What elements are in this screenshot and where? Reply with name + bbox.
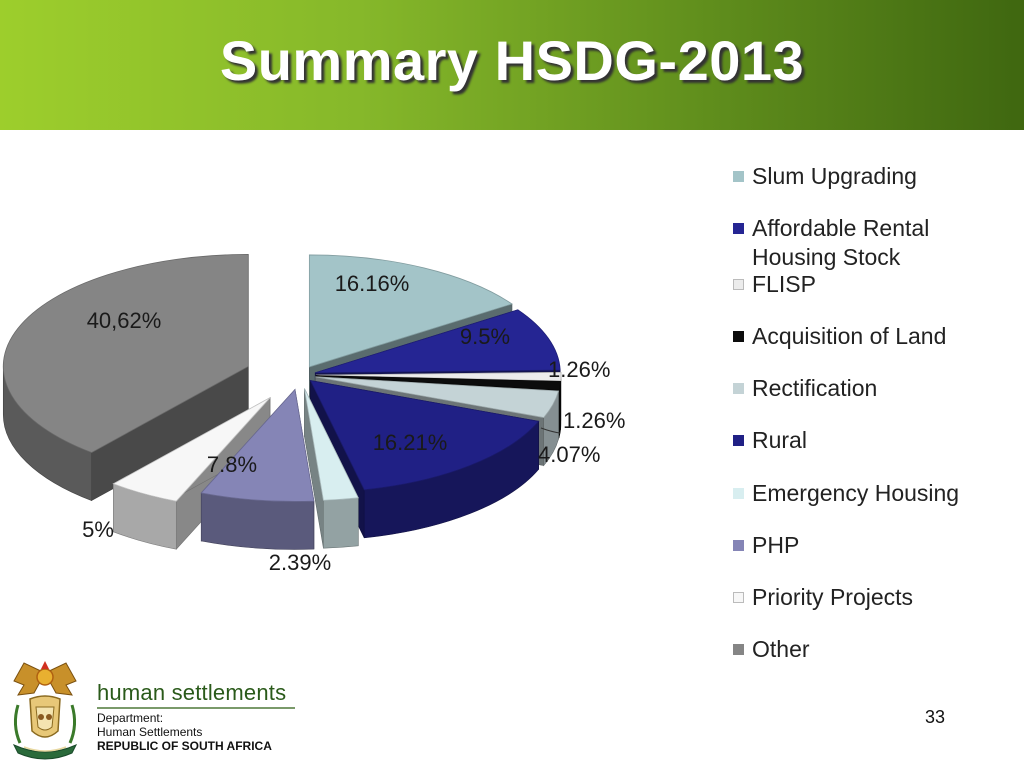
brand-divider [97, 707, 295, 709]
pie-data-label: 7.8% [207, 452, 257, 477]
pie-slice [309, 380, 540, 491]
pie-slice [308, 254, 513, 368]
pie-slice [112, 397, 271, 502]
legend-swatch [733, 435, 744, 446]
pie-data-label: 2.39% [269, 550, 331, 575]
legend-label: Rural [752, 427, 807, 453]
brand-name: human settlements [97, 680, 287, 705]
legend-swatch [733, 488, 744, 499]
pie-data-label: 40,62% [87, 308, 162, 333]
pie-slice-side [323, 497, 359, 549]
leader-line [540, 427, 561, 434]
pie-data-label: 5% [82, 517, 114, 542]
legend-label: PHP [752, 532, 800, 558]
legend-swatch [733, 592, 744, 603]
legend-label: Priority Projects [752, 584, 914, 610]
pie-data-label: 1.26% [548, 357, 610, 382]
legend-label: Slum Upgrading [752, 163, 917, 189]
pie-data-label: 16.21% [373, 430, 448, 455]
pie-data-label: 16.16% [335, 271, 410, 296]
title-bar [0, 0, 1024, 130]
legend-label: Other [752, 636, 810, 662]
page-number: 33 [925, 707, 946, 727]
pie-tops [2, 254, 562, 502]
pie-chart: 16.16% 9.5% 1.26% 1.26% 4.07% 16.21% 2.39% 7.8%… [2, 254, 625, 575]
pie-data-label: 1.26% [563, 408, 625, 433]
department-name: Human Settlements [97, 725, 203, 739]
slide-title: Summary HSDG-2013 [219, 29, 805, 92]
pie-slice [315, 375, 562, 391]
legend-swatch [733, 223, 744, 234]
legend-label: Emergency Housing [752, 480, 960, 506]
pie-slice [200, 388, 315, 502]
legend-label: Acquisition of Land [752, 323, 947, 349]
legend-label: Rectification [752, 375, 878, 401]
country-name: REPUBLIC OF SOUTH AFRICA [97, 739, 272, 753]
pie-slice [304, 388, 359, 501]
legend-swatch [733, 644, 744, 655]
pie-data-label: 4.07% [538, 442, 600, 467]
pie-slice [315, 376, 560, 419]
pie-slice [2, 254, 249, 453]
legend-swatch [733, 383, 744, 394]
footer [0, 655, 320, 768]
pie-slice [315, 309, 561, 374]
legend-swatch [733, 279, 744, 290]
legend-swatch [733, 331, 744, 342]
legend-label: Affordable Rental Housing Stock [752, 215, 930, 270]
legend-swatch [733, 171, 744, 182]
legend-swatch [733, 540, 744, 551]
pie-slice [315, 371, 562, 382]
department-label: Department: [97, 711, 164, 725]
pie-data-label: 9.5% [460, 324, 510, 349]
legend-label: FLISP [752, 271, 816, 297]
pie-labels: 16.16% 9.5% 1.26% 1.26% 4.07% 16.21% 2.39% 7.8%… [82, 271, 625, 575]
coat-of-arms-icon [12, 661, 78, 760]
